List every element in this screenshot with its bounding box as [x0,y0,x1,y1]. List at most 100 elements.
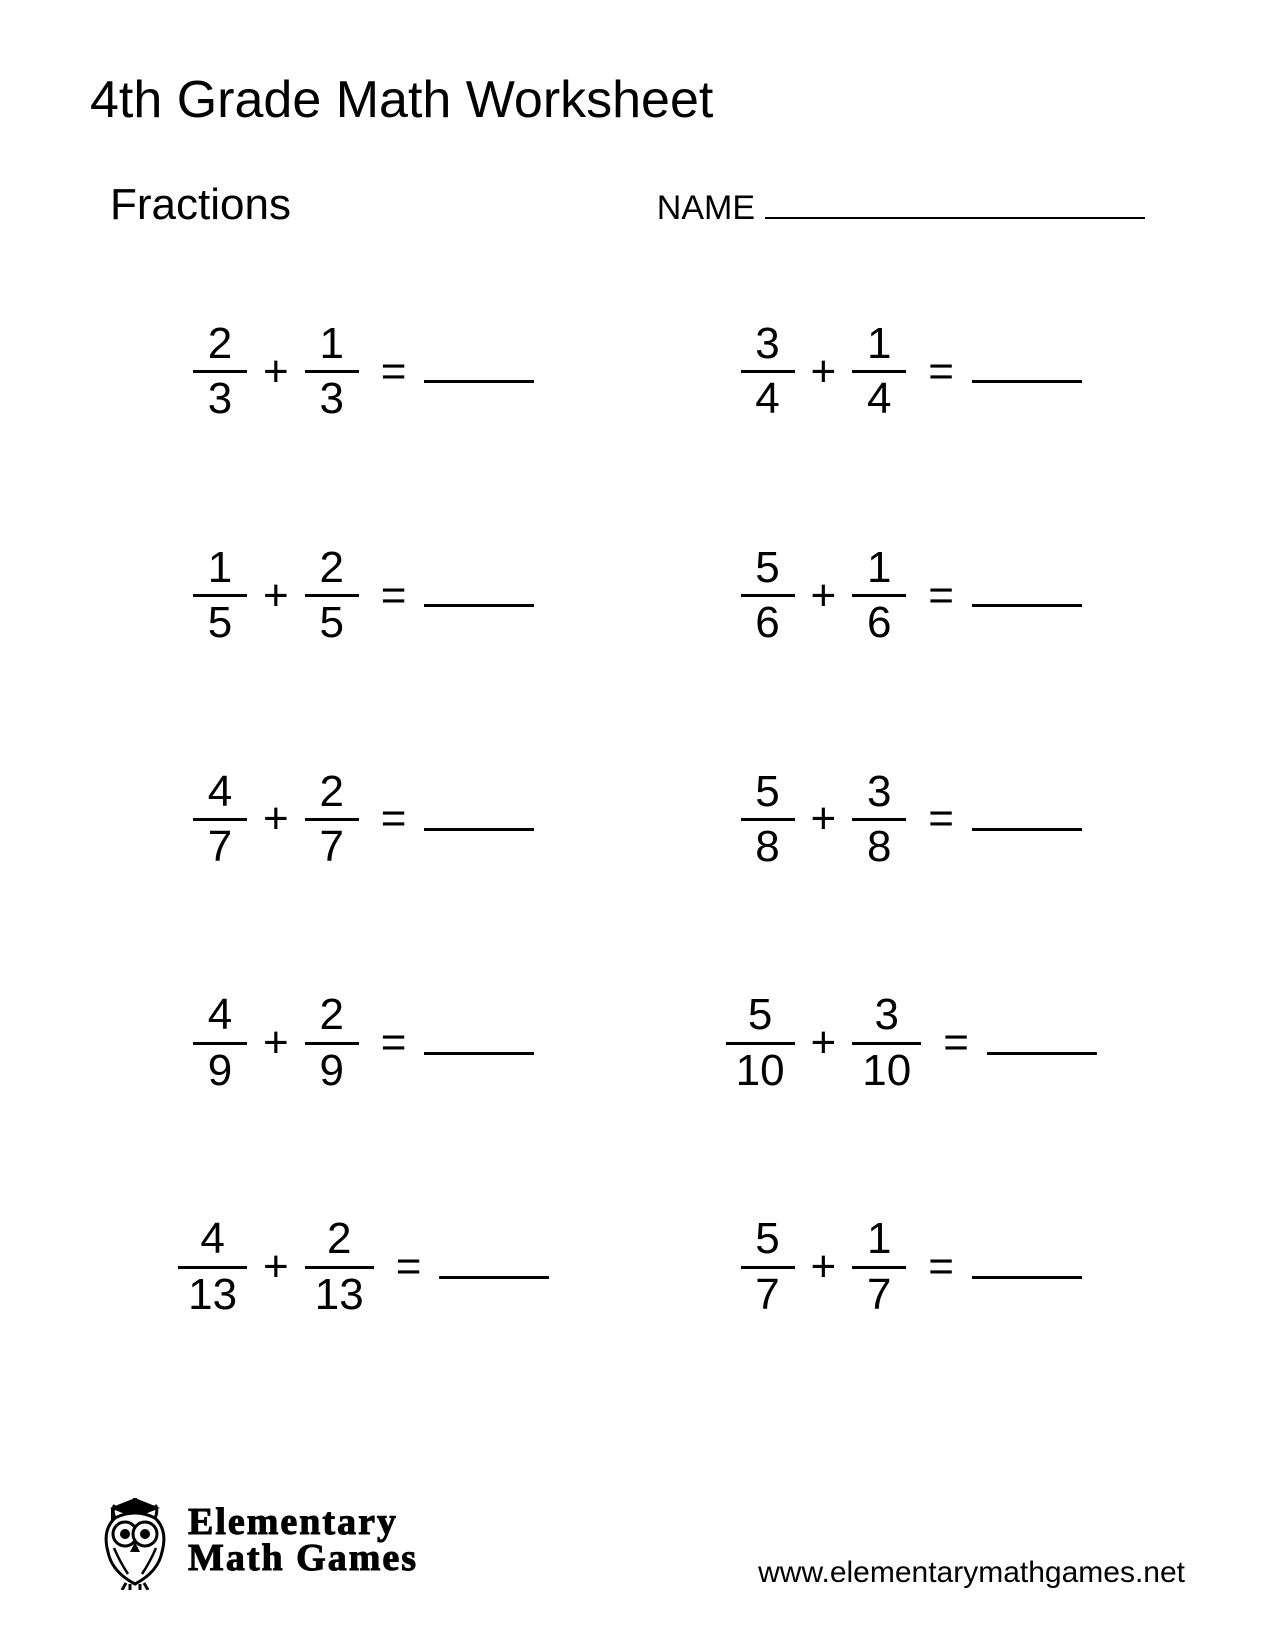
denominator: 4 [745,373,789,423]
problem: 57+17= [668,1215,1156,1319]
fraction-a: 413 [178,1215,247,1319]
numerator: 1 [310,320,354,370]
equals-sign: = [928,347,954,397]
denominator: 7 [745,1269,789,1319]
section-title: Fractions [90,180,291,230]
numerator: 2 [198,320,242,370]
plus-operator: + [263,1242,289,1292]
page-title: 4th Grade Math Worksheet [90,70,1185,130]
fraction-a: 15 [193,544,247,648]
denominator: 10 [726,1045,795,1095]
answer-blank[interactable] [972,604,1082,607]
equals-sign: = [381,571,407,621]
subheader: Fractions NAME [90,180,1185,230]
answer-blank[interactable] [987,1052,1097,1055]
equals-sign: = [928,1242,954,1292]
denominator: 3 [198,373,242,423]
problem: 34 +1 4 = [668,320,1156,424]
plus-operator: + [811,1242,837,1292]
fraction-a: 510 [726,991,795,1095]
fraction-a: 58 [741,768,795,872]
fraction-a: 57 [741,1215,795,1319]
numerator: 5 [738,991,782,1041]
answer-blank[interactable] [972,380,1082,383]
problem: 47+27= [120,768,608,872]
denominator: 7 [310,821,354,871]
numerator: 3 [864,991,908,1041]
answer-blank[interactable] [424,1052,534,1055]
denominator: 8 [745,821,789,871]
numerator: 5 [745,768,789,818]
denominator: 7 [198,821,242,871]
plus-operator: + [263,347,289,397]
owl-icon [90,1490,180,1590]
footer: Elementary Math Games www.elementarymath… [90,1490,1185,1590]
problem: 413+213= [120,1215,608,1319]
fraction-a: 56 [741,544,795,648]
denominator: 9 [198,1045,242,1095]
answer-blank[interactable] [424,604,534,607]
equals-sign: = [381,347,407,397]
equals-sign: = [396,1242,422,1292]
plus-operator: + [811,347,837,397]
name-input-line[interactable] [765,217,1145,219]
numerator: 4 [198,991,242,1041]
plus-operator: + [811,794,837,844]
denominator: 13 [178,1269,247,1319]
problem: 23+13= [120,320,608,424]
answer-blank[interactable] [972,1276,1082,1279]
numerator: 5 [745,1215,789,1265]
plus-operator: + [811,571,837,621]
denominator: 9 [310,1045,354,1095]
problem: 15+25= [120,544,608,648]
denominator: 10 [852,1045,921,1095]
fraction-b: 213 [305,1215,374,1319]
fraction-b: 16 [852,544,906,648]
numerator: 1 [198,544,242,594]
numerator: 1 [857,320,901,370]
logo: Elementary Math Games [90,1490,418,1590]
denominator: 6 [745,597,789,647]
fraction-a: 34 [741,320,795,424]
numerator: 4 [190,1215,234,1265]
answer-blank[interactable] [972,828,1082,831]
fraction-b: 310 [852,991,921,1095]
answer-blank[interactable] [424,828,534,831]
numerator: 3 [745,320,789,370]
fraction-b: 29 [305,991,359,1095]
answer-blank[interactable] [424,380,534,383]
equals-sign: = [381,1018,407,1068]
logo-line1: Elementary [188,1504,418,1540]
denominator: 6 [857,597,901,647]
fraction-b: 25 [305,544,359,648]
numerator: 4 [198,768,242,818]
problem: 56+16= [668,544,1156,648]
numerator: 1 [857,544,901,594]
name-field: NAME [657,189,1145,228]
fraction-b: 17 [852,1215,906,1319]
numerator: 3 [857,768,901,818]
fraction-b: 13 [305,320,359,424]
logo-text: Elementary Math Games [188,1504,418,1576]
problem: 49+29= [120,991,608,1095]
plus-operator: + [263,571,289,621]
denominator: 5 [310,597,354,647]
numerator: 5 [745,544,789,594]
logo-line2: Math Games [188,1540,418,1576]
numerator: 2 [310,991,354,1041]
denominator: 5 [198,597,242,647]
numerator: 1 [857,1215,901,1265]
numerator: 2 [310,544,354,594]
plus-operator: + [263,1018,289,1068]
denominator: 7 [857,1269,901,1319]
denominator: 8 [857,821,901,871]
numerator: 2 [317,1215,361,1265]
equals-sign: = [381,794,407,844]
denominator: 3 [310,373,354,423]
problem: 58+38= [668,768,1156,872]
equals-sign: = [928,794,954,844]
equals-sign: = [943,1018,969,1068]
answer-blank[interactable] [439,1276,549,1279]
name-label: NAME [657,189,755,228]
fraction-a: 23 [193,320,247,424]
